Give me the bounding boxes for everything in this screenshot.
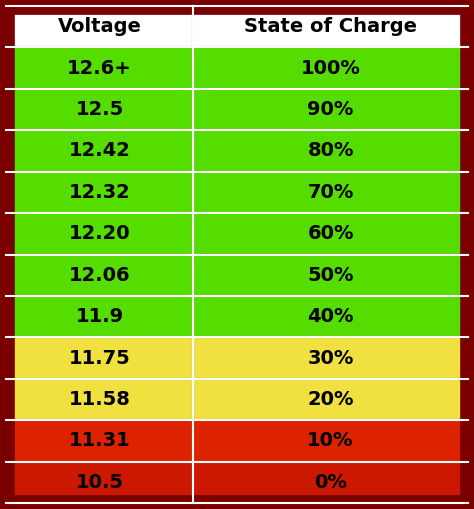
Text: 0%: 0% <box>314 473 347 492</box>
Bar <box>6 130 193 172</box>
Text: 10.5: 10.5 <box>75 473 124 492</box>
Text: 60%: 60% <box>307 224 354 243</box>
Bar <box>193 172 468 213</box>
Text: 11.9: 11.9 <box>75 307 124 326</box>
Bar <box>193 379 468 420</box>
Bar <box>6 6 193 47</box>
Bar <box>6 213 193 254</box>
Bar <box>193 130 468 172</box>
Text: 40%: 40% <box>307 307 354 326</box>
Bar <box>6 337 193 379</box>
Text: State of Charge: State of Charge <box>244 17 417 36</box>
Text: 12.06: 12.06 <box>69 266 130 285</box>
Text: 11.75: 11.75 <box>69 349 130 367</box>
Text: 12.32: 12.32 <box>69 183 130 202</box>
Bar <box>193 213 468 254</box>
Bar <box>193 337 468 379</box>
Bar <box>6 420 193 462</box>
Bar <box>6 172 193 213</box>
Text: 50%: 50% <box>307 266 354 285</box>
Bar <box>193 6 468 47</box>
Text: 12.6+: 12.6+ <box>67 59 132 78</box>
Bar <box>193 47 468 89</box>
Bar <box>193 254 468 296</box>
Bar <box>193 89 468 130</box>
Text: 11.58: 11.58 <box>69 390 130 409</box>
Text: 70%: 70% <box>307 183 354 202</box>
Text: 100%: 100% <box>301 59 361 78</box>
Bar <box>6 379 193 420</box>
Text: Voltage: Voltage <box>58 17 142 36</box>
Text: 30%: 30% <box>307 349 354 367</box>
Bar <box>6 254 193 296</box>
Text: 12.5: 12.5 <box>75 100 124 119</box>
Bar <box>6 47 193 89</box>
Bar <box>193 462 468 503</box>
Bar <box>6 89 193 130</box>
Text: 11.31: 11.31 <box>69 431 130 450</box>
Bar <box>193 296 468 337</box>
Bar <box>193 420 468 462</box>
Text: 10%: 10% <box>307 431 354 450</box>
Text: 20%: 20% <box>307 390 354 409</box>
Bar <box>6 462 193 503</box>
Bar <box>6 296 193 337</box>
Text: 12.20: 12.20 <box>69 224 130 243</box>
Text: 80%: 80% <box>307 142 354 160</box>
Text: 12.42: 12.42 <box>69 142 130 160</box>
Text: 90%: 90% <box>307 100 354 119</box>
